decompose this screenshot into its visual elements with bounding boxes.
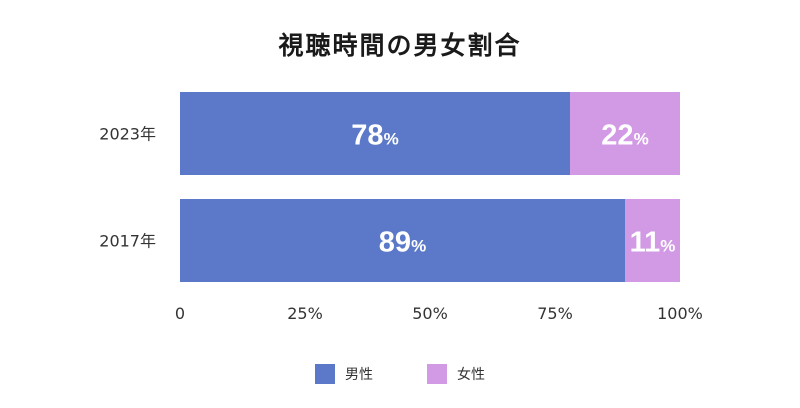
legend-label-female: 女性 <box>457 367 485 383</box>
data-label: 78% <box>351 120 398 152</box>
bar-segment <box>180 199 625 282</box>
chart-legend: 男性 女性 <box>0 364 800 384</box>
category-label: 2023年 <box>99 125 156 144</box>
data-label: 22% <box>601 120 648 152</box>
data-label: 89% <box>379 227 426 259</box>
x-tick-label: 100% <box>657 304 703 323</box>
bar-segment <box>180 92 570 175</box>
chart-title: 視聴時間の男女割合 <box>278 31 522 60</box>
bar-segment <box>625 199 680 282</box>
legend-item-female: 女性 <box>427 364 485 384</box>
legend-swatch-male <box>315 364 335 384</box>
x-tick-label: 0 <box>175 304 185 323</box>
category-label: 2017年 <box>99 232 156 251</box>
x-tick-label: 50% <box>412 304 448 323</box>
x-tick-label: 25% <box>287 304 323 323</box>
data-label: 11% <box>630 227 676 259</box>
legend-label-male: 男性 <box>345 367 373 383</box>
legend-swatch-female <box>427 364 447 384</box>
x-tick-label: 75% <box>537 304 573 323</box>
bar-segment <box>570 92 680 175</box>
legend-item-male: 男性 <box>315 364 373 384</box>
